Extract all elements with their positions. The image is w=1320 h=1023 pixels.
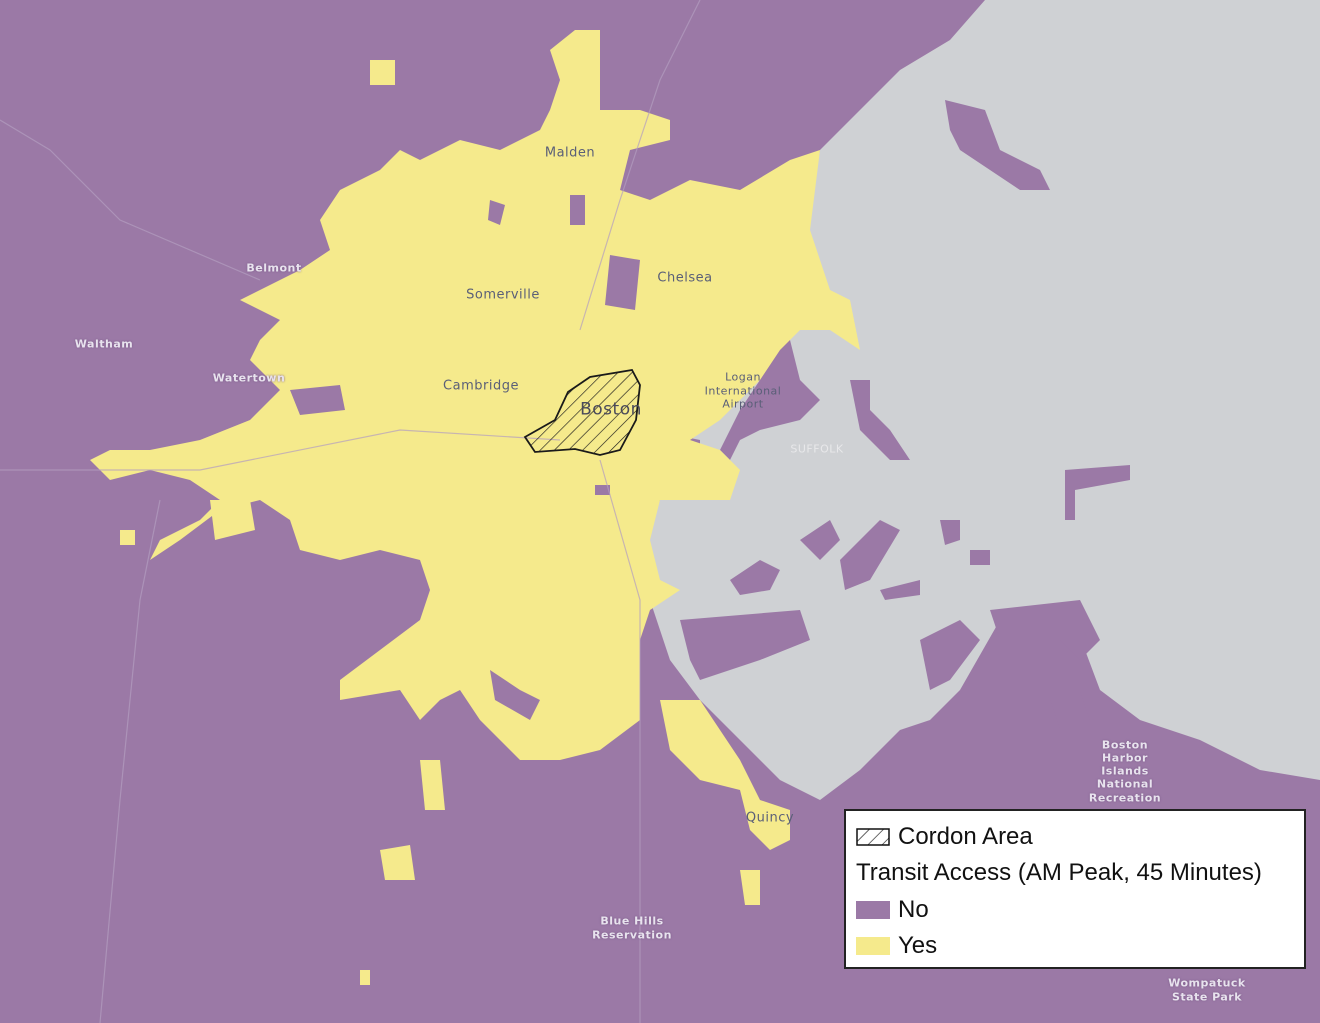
legend-item-cordon: Cordon Area bbox=[856, 823, 1033, 851]
label-blue-hills-2: Reservation bbox=[592, 928, 672, 942]
label-blue-hills-1: Blue Hills bbox=[600, 914, 664, 928]
legend-no-label: No bbox=[898, 896, 929, 923]
label-boston: Boston bbox=[580, 399, 642, 420]
legend-item-no: No bbox=[856, 896, 929, 924]
label-watertown: Watertown bbox=[212, 371, 286, 385]
label-quincy: Quincy bbox=[745, 810, 795, 826]
label-malden: Malden bbox=[544, 145, 596, 161]
label-belmont: Belmont bbox=[246, 261, 302, 275]
cordon-area[interactable] bbox=[523, 369, 641, 456]
legend: Cordon Area Transit Access (AM Peak, 45 … bbox=[844, 809, 1306, 969]
label-waltham: Waltham bbox=[74, 337, 134, 351]
label-chelsea: Chelsea bbox=[657, 270, 713, 286]
label-cambridge: Cambridge bbox=[443, 378, 519, 394]
label-harbor-3: Islands bbox=[1101, 764, 1149, 778]
label-wompatuck-1: Wompatuck bbox=[1168, 976, 1246, 990]
label-wompatuck-2: State Park bbox=[1171, 990, 1243, 1004]
label-harbor-1: Boston bbox=[1101, 738, 1149, 752]
label-logan-3: Airport bbox=[722, 397, 764, 411]
no-access-holes bbox=[290, 195, 640, 720]
hatch-swatch-icon bbox=[856, 828, 890, 846]
yes-swatch bbox=[856, 937, 890, 955]
legend-yes-label: Yes bbox=[898, 932, 938, 959]
roads bbox=[0, 0, 701, 1023]
label-harbor-5: Recreation bbox=[1088, 791, 1162, 805]
label-harbor-2: Harbor bbox=[1102, 751, 1148, 765]
label-logan-1: Logan bbox=[725, 370, 761, 384]
no-swatch bbox=[856, 901, 890, 919]
legend-item-yes: Yes bbox=[856, 932, 937, 960]
label-harbor-4: National bbox=[1096, 777, 1154, 791]
label-logan-2: International bbox=[704, 384, 782, 398]
water-harbor bbox=[640, 0, 1320, 800]
label-somerville: Somerville bbox=[466, 287, 540, 303]
label-suffolk: SUFFOLK bbox=[790, 442, 844, 456]
no-access-islands bbox=[680, 100, 1130, 730]
legend-title: Transit Access (AM Peak, 45 Minutes) bbox=[856, 859, 1262, 886]
transit-access-area bbox=[90, 30, 860, 985]
legend-cordon-label: Cordon Area bbox=[898, 823, 1033, 850]
